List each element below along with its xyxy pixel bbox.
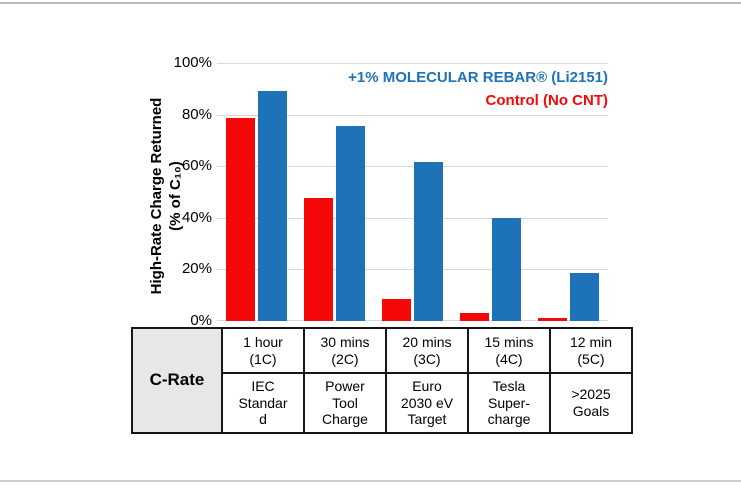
bar-rebar-1 (257, 91, 287, 321)
bar-control-4 (460, 313, 490, 321)
gridlines-layer (217, 63, 608, 321)
y-axis-ticks: 0% 20% 40% 60% 80% 100% (138, 54, 212, 329)
bar-rebar-2 (335, 126, 365, 321)
table-cell-app-5c: >2025 Goals (549, 372, 633, 434)
bar-group-5 (530, 63, 608, 321)
top-border-line (0, 2, 741, 4)
table-cell-app-1c: IEC Standar d (221, 372, 305, 434)
table-cell-time-4c: 15 mins (4C) (467, 327, 551, 374)
bar-rebar-5 (570, 273, 600, 321)
bar-group-3 (373, 63, 451, 321)
bar-control-1 (225, 118, 255, 321)
plot-area (217, 63, 608, 321)
table-cell-app-2c: Power Tool Charge (303, 372, 387, 434)
table-cell-app-3c: Euro 2030 eV Target (385, 372, 469, 434)
bar-group-4 (452, 63, 530, 321)
bar-rebar-4 (492, 217, 522, 321)
y-tick-label-100: 100% (173, 54, 212, 71)
table-cell-time-1c: 1 hour (1C) (221, 327, 305, 374)
legend-rebar: +1% MOLECULAR REBAR® (Li2151) (348, 69, 608, 86)
gridline-0 (217, 320, 608, 321)
gridline-80 (217, 114, 608, 116)
y-tick-label-80: 80% (181, 105, 212, 123)
bar-rebar-3 (414, 162, 443, 321)
gridline-40 (217, 217, 608, 219)
legend-control: Control (No CNT) (485, 92, 608, 109)
c-rate-header-cell: C-Rate (131, 327, 223, 434)
y-tick-label-20: 20% (181, 260, 212, 278)
bar-control-5 (538, 318, 568, 321)
gridline-100 (217, 63, 608, 64)
bar-group-2 (295, 63, 373, 321)
gridline-20 (217, 269, 608, 271)
bar-control-3 (382, 299, 411, 321)
table-cell-time-5c: 12 min (5C) (549, 327, 633, 374)
table-cell-time-2c: 30 mins (2C) (303, 327, 387, 374)
c-rate-table: C-Rate 1 hour (1C) 30 mins (2C) 20 mins … (131, 327, 633, 434)
gridline-60 (217, 166, 608, 168)
bottom-border-line (0, 480, 741, 482)
y-tick-label-0: 0% (190, 312, 212, 329)
bar-group-1 (217, 63, 295, 321)
bar-control-2 (303, 198, 333, 321)
y-tick-label-40: 40% (181, 208, 212, 226)
y-tick-label-60: 60% (181, 157, 212, 175)
table-cell-time-3c: 20 mins (3C) (385, 327, 469, 374)
table-cell-app-4c: Tesla Super- charge (467, 372, 551, 434)
chart-legend: +1% MOLECULAR REBAR® (Li2151) Control (N… (348, 66, 608, 112)
